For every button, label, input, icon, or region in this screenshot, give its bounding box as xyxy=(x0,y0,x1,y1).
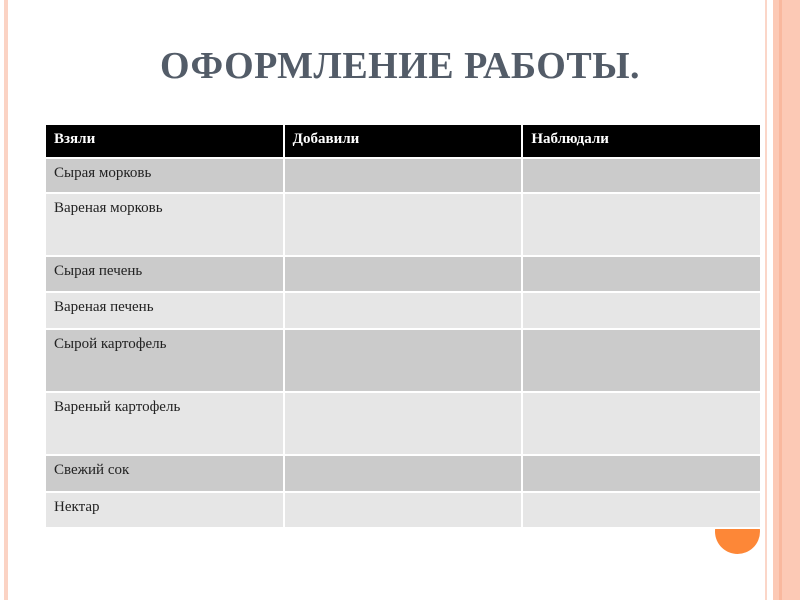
table-cell: Вареный картофель xyxy=(44,391,285,456)
table-cell xyxy=(521,391,762,456)
table-cell xyxy=(282,255,524,293)
table-row: Сырая морковь xyxy=(44,157,762,194)
table-cell xyxy=(282,157,524,194)
table-cell xyxy=(521,491,762,529)
left-decor-line xyxy=(4,0,8,600)
table-row: Сырой картофель xyxy=(44,328,762,393)
table-cell xyxy=(282,391,524,456)
table-cell xyxy=(282,491,524,529)
right-decor-line xyxy=(765,0,767,600)
table-cell xyxy=(282,328,524,393)
table-row: Вареный картофель xyxy=(44,391,762,456)
table-cell xyxy=(282,454,524,493)
table-cell: Сырая морковь xyxy=(44,157,285,194)
table-cell xyxy=(521,255,762,293)
table-cell xyxy=(282,192,524,257)
table-row: Вареная морковь xyxy=(44,192,762,257)
table-row: Сырая печень xyxy=(44,255,762,293)
table-cell: Вареная печень xyxy=(44,291,285,330)
table-cell xyxy=(282,291,524,330)
table-row: Свежий сок xyxy=(44,454,762,493)
table-cell: Сырой картофель xyxy=(44,328,285,393)
table-row: Вареная печень xyxy=(44,291,762,330)
table-header-row: Взяли Добавили Наблюдали xyxy=(44,123,762,159)
right-decor-band xyxy=(773,0,800,600)
right-decor-stripe xyxy=(779,0,782,600)
experiment-table: Взяли Добавили Наблюдали Сырая морковь В… xyxy=(44,123,762,529)
table-cell: Сырая печень xyxy=(44,255,285,293)
table-cell xyxy=(521,454,762,493)
table-cell xyxy=(521,192,762,257)
header-cell: Добавили xyxy=(282,123,524,159)
header-cell: Взяли xyxy=(44,123,285,159)
table-cell: Свежий сок xyxy=(44,454,285,493)
table-cell: Нектар xyxy=(44,491,285,529)
table-cell: Вареная морковь xyxy=(44,192,285,257)
header-cell: Наблюдали xyxy=(521,123,762,159)
table-cell xyxy=(521,328,762,393)
table-cell xyxy=(521,291,762,330)
table-cell xyxy=(521,157,762,194)
table-row: Нектар xyxy=(44,491,762,529)
slide-title: ОФОРМЛЕНИЕ РАБОТЫ. xyxy=(159,45,641,87)
